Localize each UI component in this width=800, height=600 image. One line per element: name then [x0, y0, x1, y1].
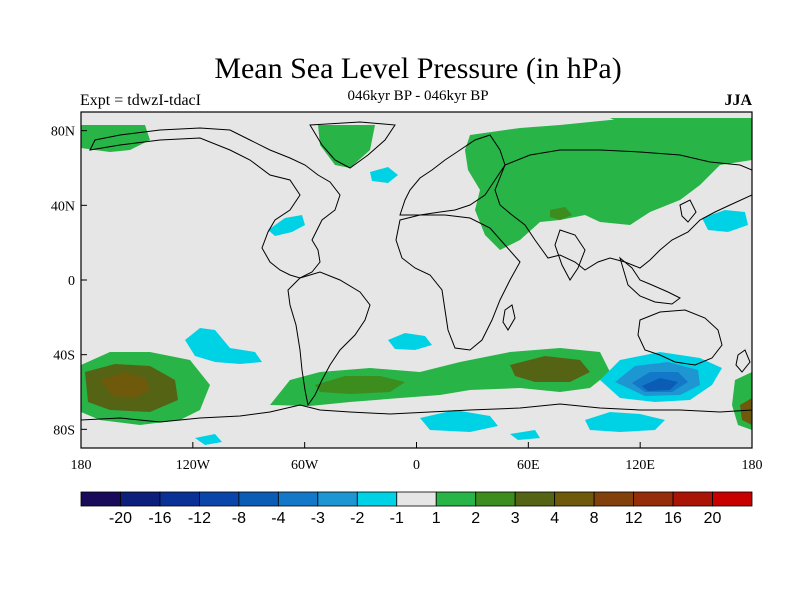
eurasia-high-core — [550, 207, 572, 220]
y-tick-label: 80N — [51, 125, 75, 140]
colorbar-label: 16 — [664, 510, 682, 527]
colorbar-swatch — [554, 491, 595, 507]
gulf-low — [268, 215, 305, 236]
colorbar: -20 -16 -12 -8 -4 -3 -2 -1 1 2 3 4 8 12 16 20 — [80, 491, 753, 527]
south-atlantic-low — [388, 333, 432, 350]
new-zealand-coast — [735, 349, 751, 373]
colorbar-label: -4 — [271, 510, 285, 527]
y-tick-label: 80S — [53, 423, 75, 438]
south-pacific-high-core — [100, 372, 150, 398]
eurasia-high-region — [465, 118, 752, 250]
southeast-asia-coast — [619, 256, 681, 305]
colorbar-swatch — [199, 491, 240, 507]
colorbar-label: 20 — [704, 510, 722, 527]
y-axis: 80N 40N 0 40S 80S — [51, 125, 87, 438]
colorbar-label: -20 — [109, 510, 132, 527]
greenland-coast — [309, 121, 396, 169]
colorbar-label: 8 — [590, 510, 599, 527]
coastlines — [81, 121, 752, 423]
chart-title: Mean Sea Level Pressure (in hPa) — [214, 52, 622, 85]
x-tick-label: 60E — [517, 458, 540, 473]
antarctic-low-1 — [420, 410, 498, 432]
anomaly-fields — [81, 118, 752, 445]
y-tick-label: 40S — [53, 349, 75, 364]
x-tick-label: 60W — [291, 458, 319, 473]
colorbar-swatch — [475, 491, 516, 507]
europe-coast — [399, 134, 506, 216]
colorbar-swatch — [435, 491, 477, 507]
southern-ocean-band-middle — [315, 376, 405, 394]
colorbar-label: -2 — [350, 510, 364, 527]
colorbar-swatch — [712, 491, 753, 507]
antarctic-low-4 — [510, 430, 540, 440]
experiment-label: Expt = tdwzI-tdacI — [80, 92, 201, 109]
far-east-high-core — [740, 398, 752, 425]
india-coast — [554, 229, 586, 281]
period-label: 046kyr BP - 046kyr BP — [347, 88, 489, 104]
y-tick-label: 0 — [68, 274, 75, 289]
north-america-coast — [89, 127, 341, 279]
australia-coast — [637, 309, 723, 366]
colorbar-swatch — [356, 491, 398, 507]
antarctic-low-3 — [195, 434, 222, 445]
australian-low-core — [642, 378, 678, 391]
colorbar-swatch — [396, 491, 437, 507]
colorbar-label: -12 — [188, 510, 211, 527]
colorbar-label: 3 — [511, 510, 520, 527]
colorbar-label: -1 — [390, 510, 404, 527]
south-pacific-low — [185, 328, 262, 364]
north-pacific-low — [702, 210, 748, 232]
north-atlantic-low — [370, 167, 398, 183]
colorbar-label: -8 — [232, 510, 246, 527]
southern-ocean-band-core — [510, 356, 590, 382]
colorbar-swatch — [317, 491, 358, 507]
colorbar-swatch — [633, 491, 674, 507]
antarctica-coast — [81, 403, 752, 423]
japan-coast — [679, 199, 697, 223]
colorbar-label: -16 — [148, 510, 171, 527]
x-tick-label: 120W — [176, 458, 211, 473]
colorbar-swatch — [120, 491, 161, 507]
madagascar-coast — [502, 304, 516, 331]
colorbar-swatch — [514, 491, 556, 507]
x-tick-label: 0 — [413, 458, 420, 473]
south-america-coast — [287, 271, 371, 407]
africa-coast — [395, 214, 521, 351]
colorbar-swatch — [80, 491, 121, 507]
arctic-east-high-region — [610, 118, 752, 145]
colorbar-swatch — [593, 491, 634, 507]
colorbar-label: -3 — [311, 510, 325, 527]
season-label: JJA — [724, 92, 752, 109]
y-tick-label: 40N — [51, 199, 75, 214]
x-tick-label: 120E — [625, 458, 655, 473]
colorbar-swatch — [159, 491, 200, 507]
colorbar-swatch — [277, 491, 319, 507]
colorbar-label: 4 — [550, 510, 559, 527]
x-tick-label: 180 — [71, 458, 92, 473]
colorbar-label: 12 — [625, 510, 643, 527]
asia-coast — [494, 149, 752, 271]
antarctic-low-2 — [585, 412, 665, 432]
colorbar-label: 2 — [471, 510, 480, 527]
colorbar-swatch — [238, 491, 279, 507]
x-tick-label: 180 — [742, 458, 763, 473]
colorbar-label: 1 — [432, 510, 441, 527]
arctic-west-high-region — [81, 125, 150, 152]
x-axis: 180 120W 60W 0 60E 120E 180 — [71, 442, 763, 473]
colorbar-swatch — [672, 491, 713, 507]
